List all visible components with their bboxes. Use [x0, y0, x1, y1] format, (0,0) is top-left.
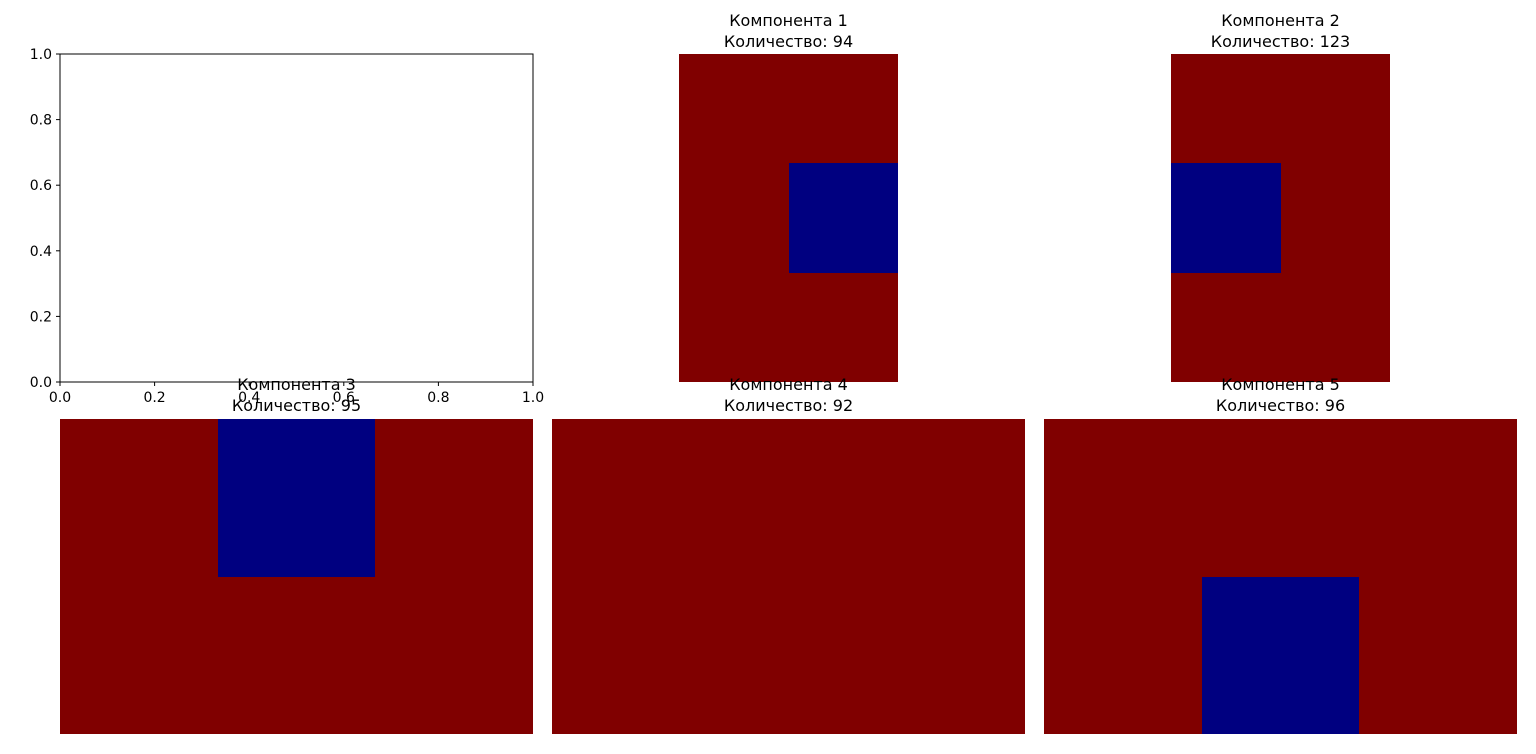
- x-tick-label: 0.8: [427, 390, 449, 406]
- heatmap-cell: [375, 577, 533, 734]
- heatmap-cell: [218, 577, 375, 734]
- heatmap-cell: [1171, 273, 1281, 382]
- empty-axes-frame: [59, 53, 534, 383]
- heatmap-cell: [375, 419, 533, 577]
- heatmap-cell: [867, 577, 1025, 734]
- heatmap-cell: [218, 419, 375, 577]
- heatmap-cell: [1171, 54, 1281, 163]
- panel-component-5: Компонента 5 Количество: 96: [1044, 375, 1517, 734]
- panel-3-heatmap: [60, 419, 533, 734]
- panel-2-title: Компонента 2: [1221, 11, 1340, 30]
- heatmap-cell: [789, 273, 898, 382]
- panel-1-count: Количество: 94: [724, 32, 853, 51]
- panel-3-count: Количество: 95: [232, 396, 361, 415]
- heatmap-cell: [1281, 54, 1390, 163]
- heatmap-cell: [60, 577, 218, 734]
- heatmap-cell: [1202, 419, 1359, 577]
- heatmap-cell: [1202, 577, 1359, 734]
- panel-component-1: Компонента 1 Количество: 94: [679, 11, 898, 382]
- panel-4-heatmap: [552, 419, 1025, 734]
- heatmap-cell: [867, 419, 1025, 577]
- panel-4-count: Количество: 92: [724, 396, 853, 415]
- heatmap-cell: [789, 54, 898, 163]
- heatmap-cell: [60, 419, 218, 577]
- x-tick-label: 1.0: [522, 390, 544, 406]
- panel-component-2: Компонента 2 Количество: 123: [1171, 11, 1390, 382]
- panel-component-3: Компонента 3 Количество: 95: [60, 375, 533, 734]
- y-tick-label: 0.4: [30, 244, 52, 260]
- heatmap-cell: [679, 273, 789, 382]
- x-tick-label: 0.6: [333, 390, 355, 406]
- heatmap-cell: [1044, 577, 1202, 734]
- panel-4-title: Компонента 4: [729, 375, 848, 394]
- y-tick-label: 0.6: [30, 178, 52, 194]
- panel-2-count: Количество: 123: [1211, 32, 1350, 51]
- heatmap-cell: [1281, 163, 1390, 273]
- heatmap-cell: [1359, 419, 1517, 577]
- heatmap-cell: [1281, 273, 1390, 382]
- panel-2-heatmap: [1171, 54, 1390, 382]
- x-tick-label: 0.2: [143, 390, 165, 406]
- panel-5-heatmap: [1044, 419, 1517, 734]
- heatmap-cell: [552, 577, 710, 734]
- heatmap-cell: [710, 419, 867, 577]
- heatmap-cell: [679, 54, 789, 163]
- panel-5-title: Компонента 5: [1221, 375, 1340, 394]
- y-tick-label: 0.2: [30, 309, 52, 325]
- heatmap-cell: [1044, 419, 1202, 577]
- heatmap-cell: [679, 163, 789, 273]
- empty-axes-ticks: 0.0 0.2 0.4 0.6 0.8 1.0 0.0 0.2 0.4 0.6 0.8 1.0: [30, 47, 544, 406]
- heatmap-cell: [552, 419, 710, 577]
- heatmap-cell: [1171, 163, 1281, 273]
- y-tick-label: 1.0: [30, 47, 52, 63]
- heatmap-cell: [710, 577, 867, 734]
- y-tick-label: 0.0: [30, 375, 52, 391]
- heatmap-cell: [789, 163, 898, 273]
- panel-5-count: Количество: 96: [1216, 396, 1345, 415]
- y-tick-label: 0.8: [30, 113, 52, 129]
- panel-component-4: Компонента 4 Количество: 92: [552, 375, 1025, 734]
- heatmap-cell: [1359, 577, 1517, 734]
- empty-axes: 0.0 0.2 0.4 0.6 0.8 1.0 0.0 0.2 0.4 0.6 0.8 1.0: [30, 47, 544, 406]
- panel-1-title: Компонента 1: [729, 11, 848, 30]
- x-tick-label: 0.0: [49, 390, 71, 406]
- panel-1-heatmap: [679, 54, 898, 382]
- panel-3-title: Компонента 3: [237, 375, 356, 394]
- x-tick-label: 0.4: [238, 390, 260, 406]
